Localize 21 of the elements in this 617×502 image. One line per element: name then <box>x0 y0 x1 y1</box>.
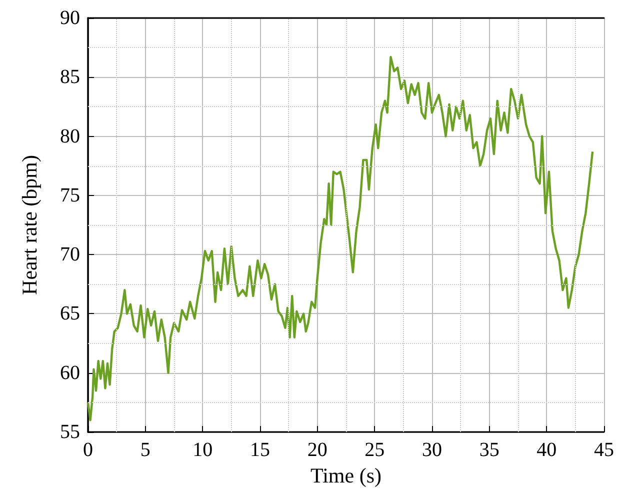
x-tick-label: 10 <box>192 439 213 461</box>
y-tick-label: 85 <box>60 66 80 88</box>
x-tick-label: 30 <box>422 439 442 461</box>
x-tick-label: 45 <box>594 439 614 461</box>
line-series <box>86 56 594 422</box>
x-tick-label: 35 <box>479 439 500 461</box>
x-tick-label: 40 <box>536 439 557 461</box>
x-tick-label: 15 <box>250 439 270 461</box>
x-tick-label: 0 <box>83 439 93 461</box>
x-axis-title: Time (s) <box>310 463 382 488</box>
x-tick-label: 5 <box>140 439 150 461</box>
x-tick-label: 25 <box>364 439 385 461</box>
y-tick-label: 70 <box>60 244 80 266</box>
y-tick-label: 65 <box>60 302 80 325</box>
y-tick-label: 55 <box>60 421 80 443</box>
y-tick-label: 90 <box>60 7 80 29</box>
y-tick-label: 75 <box>60 184 80 206</box>
y-tick-label: 60 <box>60 362 80 384</box>
x-tick-label: 20 <box>307 439 328 461</box>
y-axis-title: Heart rate (bpm) <box>18 155 42 295</box>
y-tick-label: 80 <box>60 125 80 148</box>
